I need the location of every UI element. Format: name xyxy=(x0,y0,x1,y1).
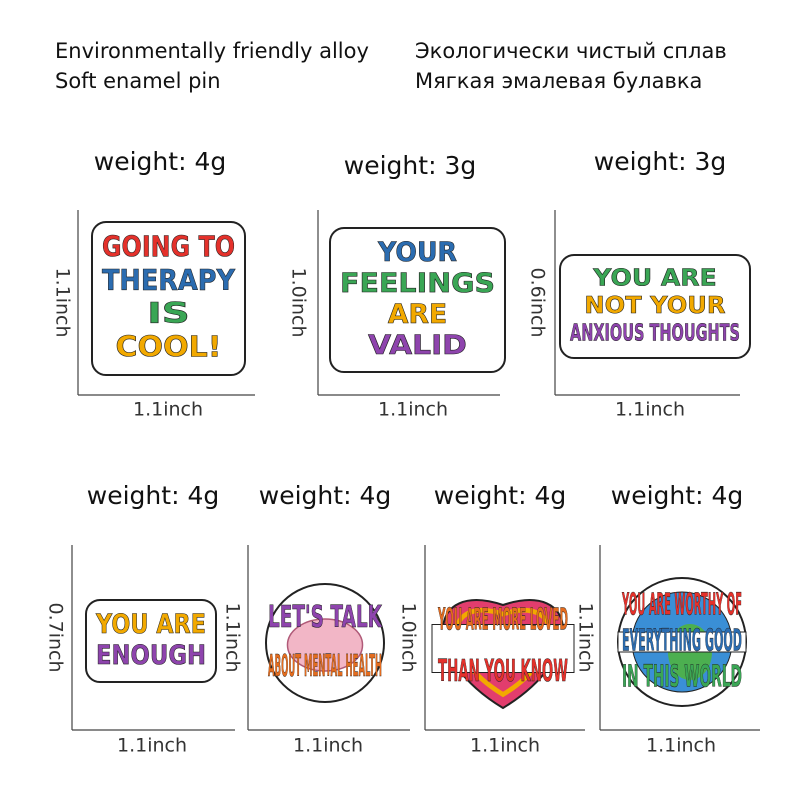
weight-label: weight: 4g xyxy=(87,481,219,510)
pin-text: YOUR xyxy=(377,238,457,268)
pin-body xyxy=(559,254,751,359)
pin-brain xyxy=(286,618,364,672)
pin-text: ENOUGH xyxy=(96,641,206,671)
pin-banner xyxy=(617,631,747,653)
pin-text: ABOUT MENTAL HEALTH xyxy=(268,649,382,684)
pin-body xyxy=(329,227,506,373)
pin-text: YOU ARE WORTHY OF xyxy=(622,588,742,623)
width-label: 1.1inch xyxy=(133,399,203,421)
height-label: 1.1inch xyxy=(575,602,597,672)
pin-text: VALID xyxy=(368,331,467,361)
height-label: 1.0inch xyxy=(288,267,310,337)
pin-text: EVERYTHING GOOD xyxy=(622,624,742,659)
height-label: 1.1inch xyxy=(52,267,74,337)
height-label: 1.1inch xyxy=(222,602,244,672)
pin-body xyxy=(91,221,246,376)
pin-text: YOU ARE xyxy=(592,263,717,291)
pin-text: NOT YOUR xyxy=(584,291,725,319)
pin-text: IN THIS WORLD xyxy=(622,660,742,695)
weight-label: weight: 3g xyxy=(344,151,476,180)
weight-label: weight: 4g xyxy=(434,481,566,510)
height-label: 0.6inch xyxy=(527,267,549,337)
width-label: 1.1inch xyxy=(615,399,685,421)
weight-label: weight: 3g xyxy=(594,147,726,176)
weight-label: weight: 4g xyxy=(94,147,226,176)
width-label: 1.1inch xyxy=(293,735,363,757)
header-text: Экологически чистый сплав xyxy=(415,39,727,63)
pin-text: IS xyxy=(147,297,189,330)
width-label: 1.1inch xyxy=(117,735,187,757)
pin-text: ARE xyxy=(388,300,447,330)
pin-text: THERAPY xyxy=(102,264,235,297)
pin: LET'S TALK ABOUT MENTAL HEALTH xyxy=(265,583,385,703)
weight-label: weight: 4g xyxy=(259,481,391,510)
pin-banner xyxy=(431,624,575,673)
header-text: Environmentally friendly alloy xyxy=(55,39,369,63)
header-text: Soft enamel pin xyxy=(55,69,221,93)
width-label: 1.1inch xyxy=(378,399,448,421)
pin-text: ANXIOUS THOUGHTS xyxy=(570,319,740,347)
width-label: 1.1inch xyxy=(646,735,716,757)
height-label: 1.0inch xyxy=(398,602,420,672)
pin: YOU ARE MORE LOVED THAN YOU KNOW xyxy=(431,599,575,710)
height-label: 0.7inch xyxy=(45,602,67,672)
pin-text: YOU ARE xyxy=(95,610,206,640)
weight-label: weight: 4g xyxy=(611,481,743,510)
pin-text: GOING TO xyxy=(102,231,235,264)
pin-text: COOL! xyxy=(116,330,222,363)
pin-text: FEELINGS xyxy=(340,269,495,299)
pin-text: THAN YOU KNOW xyxy=(438,654,568,689)
pin-text: LET'S TALK xyxy=(268,600,383,635)
pin-text: YOU ARE MORE LOVED xyxy=(438,602,568,637)
width-label: 1.1inch xyxy=(470,735,540,757)
header-text: Мягкая эмалевая булавка xyxy=(415,69,702,93)
pin-body xyxy=(85,599,217,683)
